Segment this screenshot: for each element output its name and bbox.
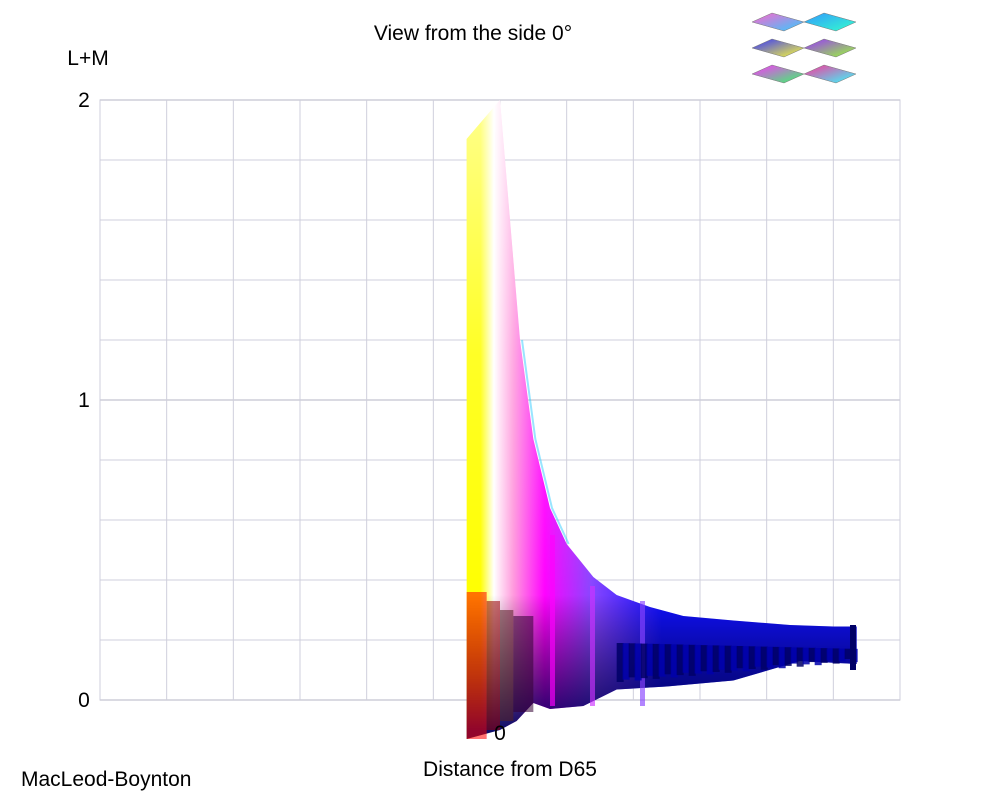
solid-fringe (760, 646, 768, 670)
y-tick-label: 1 (78, 389, 90, 412)
y-tick-label: 2 (78, 89, 90, 112)
solid-shadow (466, 100, 857, 739)
solid-fringe (820, 648, 828, 663)
solid-fringe (688, 644, 696, 676)
solid-fringe (790, 647, 798, 664)
solid-fringe (778, 647, 786, 669)
color-solid-thumbnails-icon[interactable] (751, 12, 857, 84)
solid-fringe (622, 643, 630, 680)
solid-fringe (694, 644, 702, 674)
solid-base-column (486, 601, 500, 730)
solid-fringe (724, 645, 732, 673)
solid-rim (521, 339, 570, 545)
thumbnail-tile (751, 12, 805, 32)
solid-strip (550, 535, 555, 706)
solid-right-edge (850, 625, 856, 670)
solid-base-column (500, 610, 514, 721)
solid-fringe (646, 643, 654, 676)
y-axis-label: L+M (67, 47, 108, 70)
solid-fringe (784, 647, 792, 666)
solid-fringe (814, 647, 822, 666)
x-tick-label: 0 (494, 722, 506, 745)
solid-fringe (796, 647, 804, 667)
thumbnail-tile (751, 38, 805, 58)
solid-fringe (742, 646, 750, 672)
solid-fringe (766, 646, 774, 668)
axis-labels: View from the side 0° L+M Distance from … (67, 22, 597, 781)
solid-strip (590, 586, 595, 706)
color-solid (466, 100, 858, 739)
solid-fringe (616, 643, 624, 682)
solid-fringe (664, 644, 672, 675)
thumbnail-tile (751, 64, 805, 84)
solid-fringe (754, 646, 762, 667)
thumbnail-tile (803, 38, 857, 58)
solid-base-column (513, 616, 534, 712)
solid-fringe (808, 647, 816, 663)
y-tick-label: 0 (78, 689, 90, 712)
x-axis-label: Distance from D65 (423, 758, 597, 781)
solid-base-column (466, 592, 487, 739)
solid-fringe (844, 648, 852, 660)
solid-fringe (772, 646, 780, 666)
solid-fringe (640, 643, 648, 679)
solid-fringe (748, 646, 756, 669)
solid-fringe (700, 645, 708, 672)
color-space-name: MacLeod-Boynton (21, 768, 192, 791)
solid-fringe (628, 643, 636, 678)
chart-title: View from the side 0° (374, 22, 572, 45)
solid-fringe (676, 644, 684, 676)
solid-fringe (736, 646, 744, 669)
solid-fringe (718, 645, 726, 670)
solid-fringe (706, 645, 714, 675)
plot-grid (99, 99, 901, 701)
thumbnail-tile (803, 64, 857, 84)
solid-fringe (826, 648, 834, 661)
solid-fringe (712, 645, 720, 673)
solid-fringe (802, 647, 810, 665)
solid-fringe (682, 644, 690, 673)
solid-fringe (658, 644, 666, 677)
solid-fringe (652, 643, 660, 679)
solid-fringe (832, 648, 840, 664)
solid-fringe (670, 644, 678, 678)
tick-labels: 0 1 2 0 (78, 89, 506, 745)
solid-fringe (634, 643, 642, 681)
solid-fringe (730, 645, 738, 671)
solid-fringe (838, 648, 846, 662)
thumbnail-tile (803, 12, 857, 32)
